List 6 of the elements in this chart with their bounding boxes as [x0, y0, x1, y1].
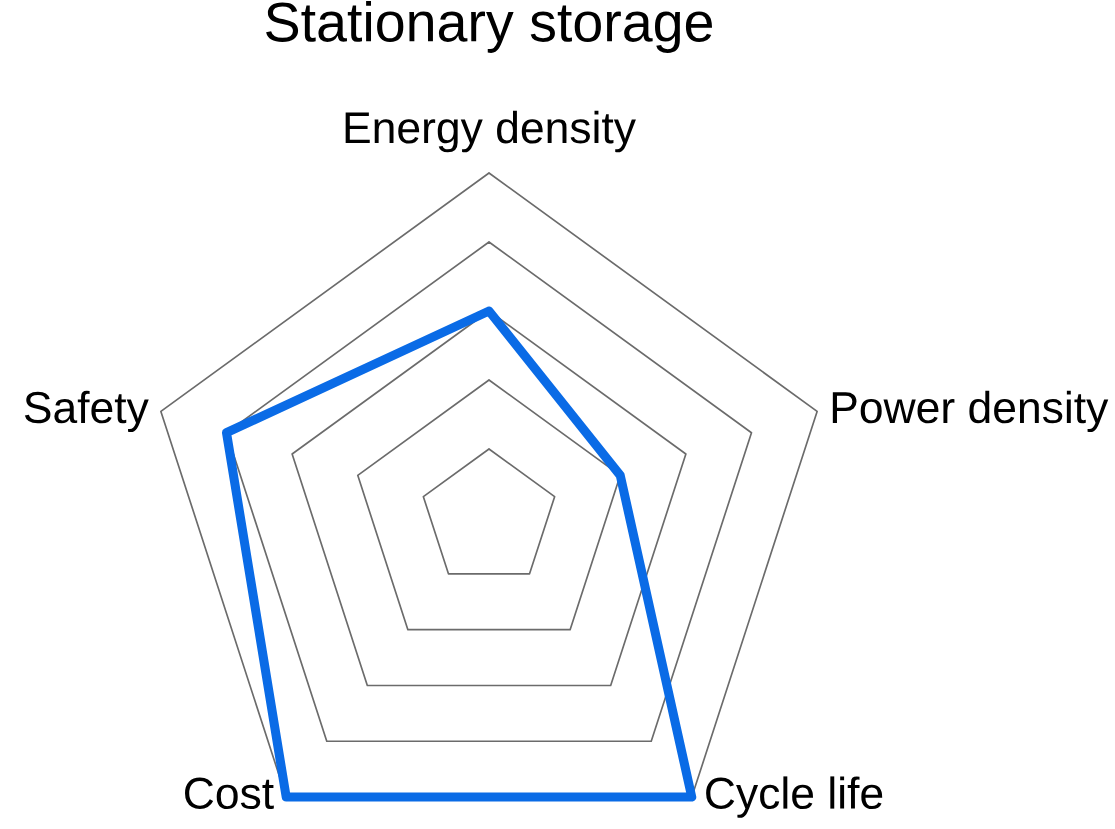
spoke-label: Safety	[24, 390, 149, 433]
chart-title: Stationary storage	[266, 1, 712, 53]
spoke-label: Cost	[185, 777, 274, 810]
spoke-label: Energy density	[345, 110, 636, 153]
spoke-label: Power density	[832, 390, 1109, 433]
spoke-label: Cycle life	[706, 776, 883, 818]
